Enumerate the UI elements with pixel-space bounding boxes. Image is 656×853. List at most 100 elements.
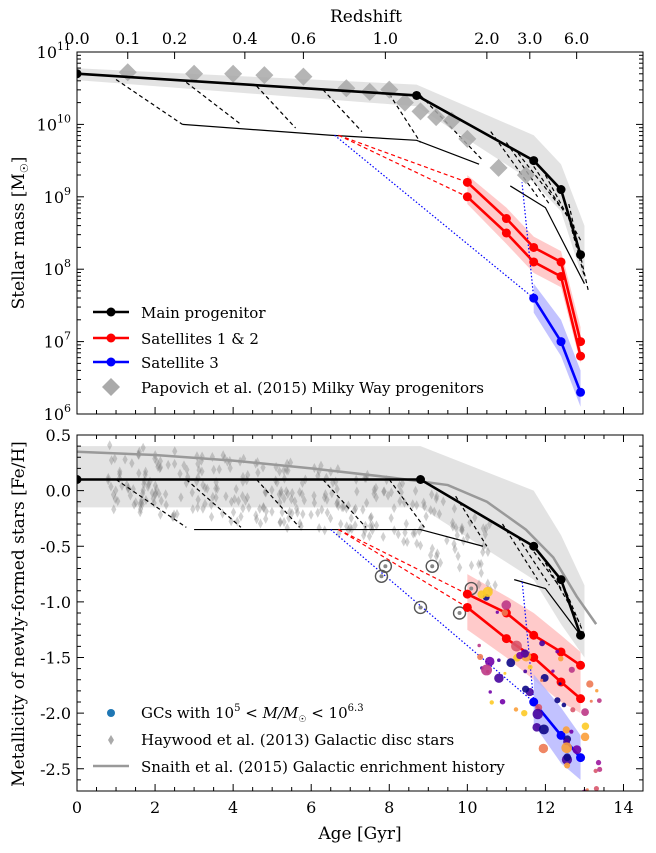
haywood-disc-star — [459, 522, 465, 533]
haywood-disc-star — [200, 503, 206, 514]
bottom-series-point-1 — [529, 630, 539, 640]
merger-dashed-line — [517, 152, 562, 209]
haywood-disc-star — [294, 507, 301, 518]
haywood-disc-star — [213, 483, 219, 494]
haywood-disc-star — [223, 491, 229, 502]
haywood-disc-star — [131, 499, 137, 510]
haywood-disc-star — [421, 497, 427, 508]
haywood-disc-star — [450, 521, 456, 532]
haywood-disc-star — [417, 540, 424, 551]
haywood-disc-star — [338, 519, 344, 530]
merger-dashed-line — [529, 160, 570, 219]
haywood-disc-star — [354, 486, 360, 497]
haywood-disc-star — [281, 493, 287, 504]
haywood-disc-star — [253, 510, 259, 521]
top-plot-frame — [76, 51, 644, 415]
redshift-tick-label: 2.0 — [474, 29, 499, 48]
gc-point — [506, 658, 516, 668]
age-xlabel: Age [Gyr] — [317, 824, 401, 844]
circled-point-dot — [418, 605, 423, 610]
haywood-disc-star — [152, 480, 158, 491]
gc-point — [596, 698, 602, 703]
gc-point — [521, 709, 528, 717]
bottom-series-point-2 — [462, 602, 472, 612]
haywood-disc-star — [145, 481, 151, 492]
y-tick-base: 10 — [44, 260, 64, 279]
haywood-disc-star — [371, 484, 377, 495]
haywood-disc-star — [482, 529, 488, 540]
top-series-point-0 — [576, 250, 586, 260]
merger-dashed-line — [388, 93, 422, 143]
haywood-disc-star — [347, 522, 353, 533]
x-tick-label: 0 — [72, 798, 82, 817]
haywood-disc-star — [459, 525, 465, 536]
accretion-envelope-line — [182, 123, 480, 165]
haywood-disc-star — [433, 551, 440, 562]
haywood-disc-star — [299, 477, 306, 488]
metal-y-tick-label: -0.5 — [40, 537, 71, 556]
haywood-disc-star — [157, 463, 163, 474]
gc-point — [497, 658, 501, 662]
haywood-disc-star — [177, 468, 183, 479]
y-tick-label: 107 — [44, 330, 71, 352]
haywood-disc-star — [263, 506, 269, 517]
haywood-disc-star — [145, 479, 152, 490]
haywood-disc-star — [152, 489, 158, 500]
haywood-disc-star — [360, 504, 366, 515]
haywood-disc-star — [257, 518, 264, 529]
haywood-disc-star — [277, 497, 283, 508]
gc-point — [477, 643, 481, 648]
haywood-disc-star — [208, 499, 214, 510]
haywood-disc-star — [231, 494, 238, 505]
gc-point — [597, 766, 603, 773]
haywood-disc-star — [301, 495, 307, 506]
gc-point — [523, 669, 528, 674]
haywood-disc-star — [189, 487, 195, 498]
haywood-disc-star — [133, 497, 139, 508]
haywood-disc-star — [297, 487, 303, 498]
haywood-disc-star — [211, 464, 217, 475]
satellite3-metallicity-band — [533, 674, 581, 780]
papovich-diamond — [224, 64, 243, 83]
circled-point-dot — [379, 574, 384, 579]
haywood-disc-star — [444, 535, 450, 546]
haywood-disc-star — [308, 509, 314, 520]
haywood-disc-star — [414, 538, 420, 549]
y-tick-label: 109 — [44, 185, 71, 207]
haywood-disc-star — [228, 496, 235, 507]
haywood-disc-star — [140, 485, 146, 496]
y-tick-base: 10 — [44, 405, 64, 424]
merger-dashed-line — [322, 89, 363, 133]
haywood-disc-star — [113, 485, 119, 496]
gc-point — [561, 742, 573, 754]
bottom-series-point-2 — [501, 634, 511, 644]
bottom-legend: GCs with 105 < M/M☉ < 106.3 Haywood et a… — [93, 703, 505, 776]
gc-point — [501, 609, 509, 616]
haywood-disc-star — [246, 502, 252, 513]
legend-satellite-3: Satellite 3 — [141, 354, 219, 372]
redshift-tick-label: 6.0 — [564, 29, 589, 48]
gc-point — [572, 745, 582, 755]
haywood-disc-star — [322, 525, 328, 536]
haywood-disc-star — [334, 498, 340, 509]
metal-y-tick-label: -2.0 — [40, 704, 71, 723]
top-series-point-0 — [412, 90, 422, 100]
haywood-disc-star — [367, 521, 374, 532]
metal-merger-dashed-line — [501, 523, 539, 580]
haywood-disc-star — [391, 525, 397, 536]
haywood-disc-star — [137, 504, 144, 515]
haywood-disc-star — [216, 464, 222, 475]
gc-point — [495, 610, 499, 614]
papovich-diamond — [255, 66, 274, 85]
metal-y-tick-label: -2.5 — [40, 760, 71, 779]
haywood-disc-star — [283, 464, 289, 475]
haywood-disc-star — [157, 462, 164, 473]
haywood-disc-star — [339, 502, 345, 513]
haywood-disc-star — [361, 530, 367, 541]
x-tick-label: 6 — [306, 798, 316, 817]
y-tick-label: 108 — [44, 257, 71, 279]
haywood-disc-star — [396, 480, 403, 491]
haywood-disc-star — [138, 497, 145, 508]
metal-envelope-line-2 — [514, 579, 582, 636]
metal-y-tick-label: -1.5 — [40, 649, 71, 668]
